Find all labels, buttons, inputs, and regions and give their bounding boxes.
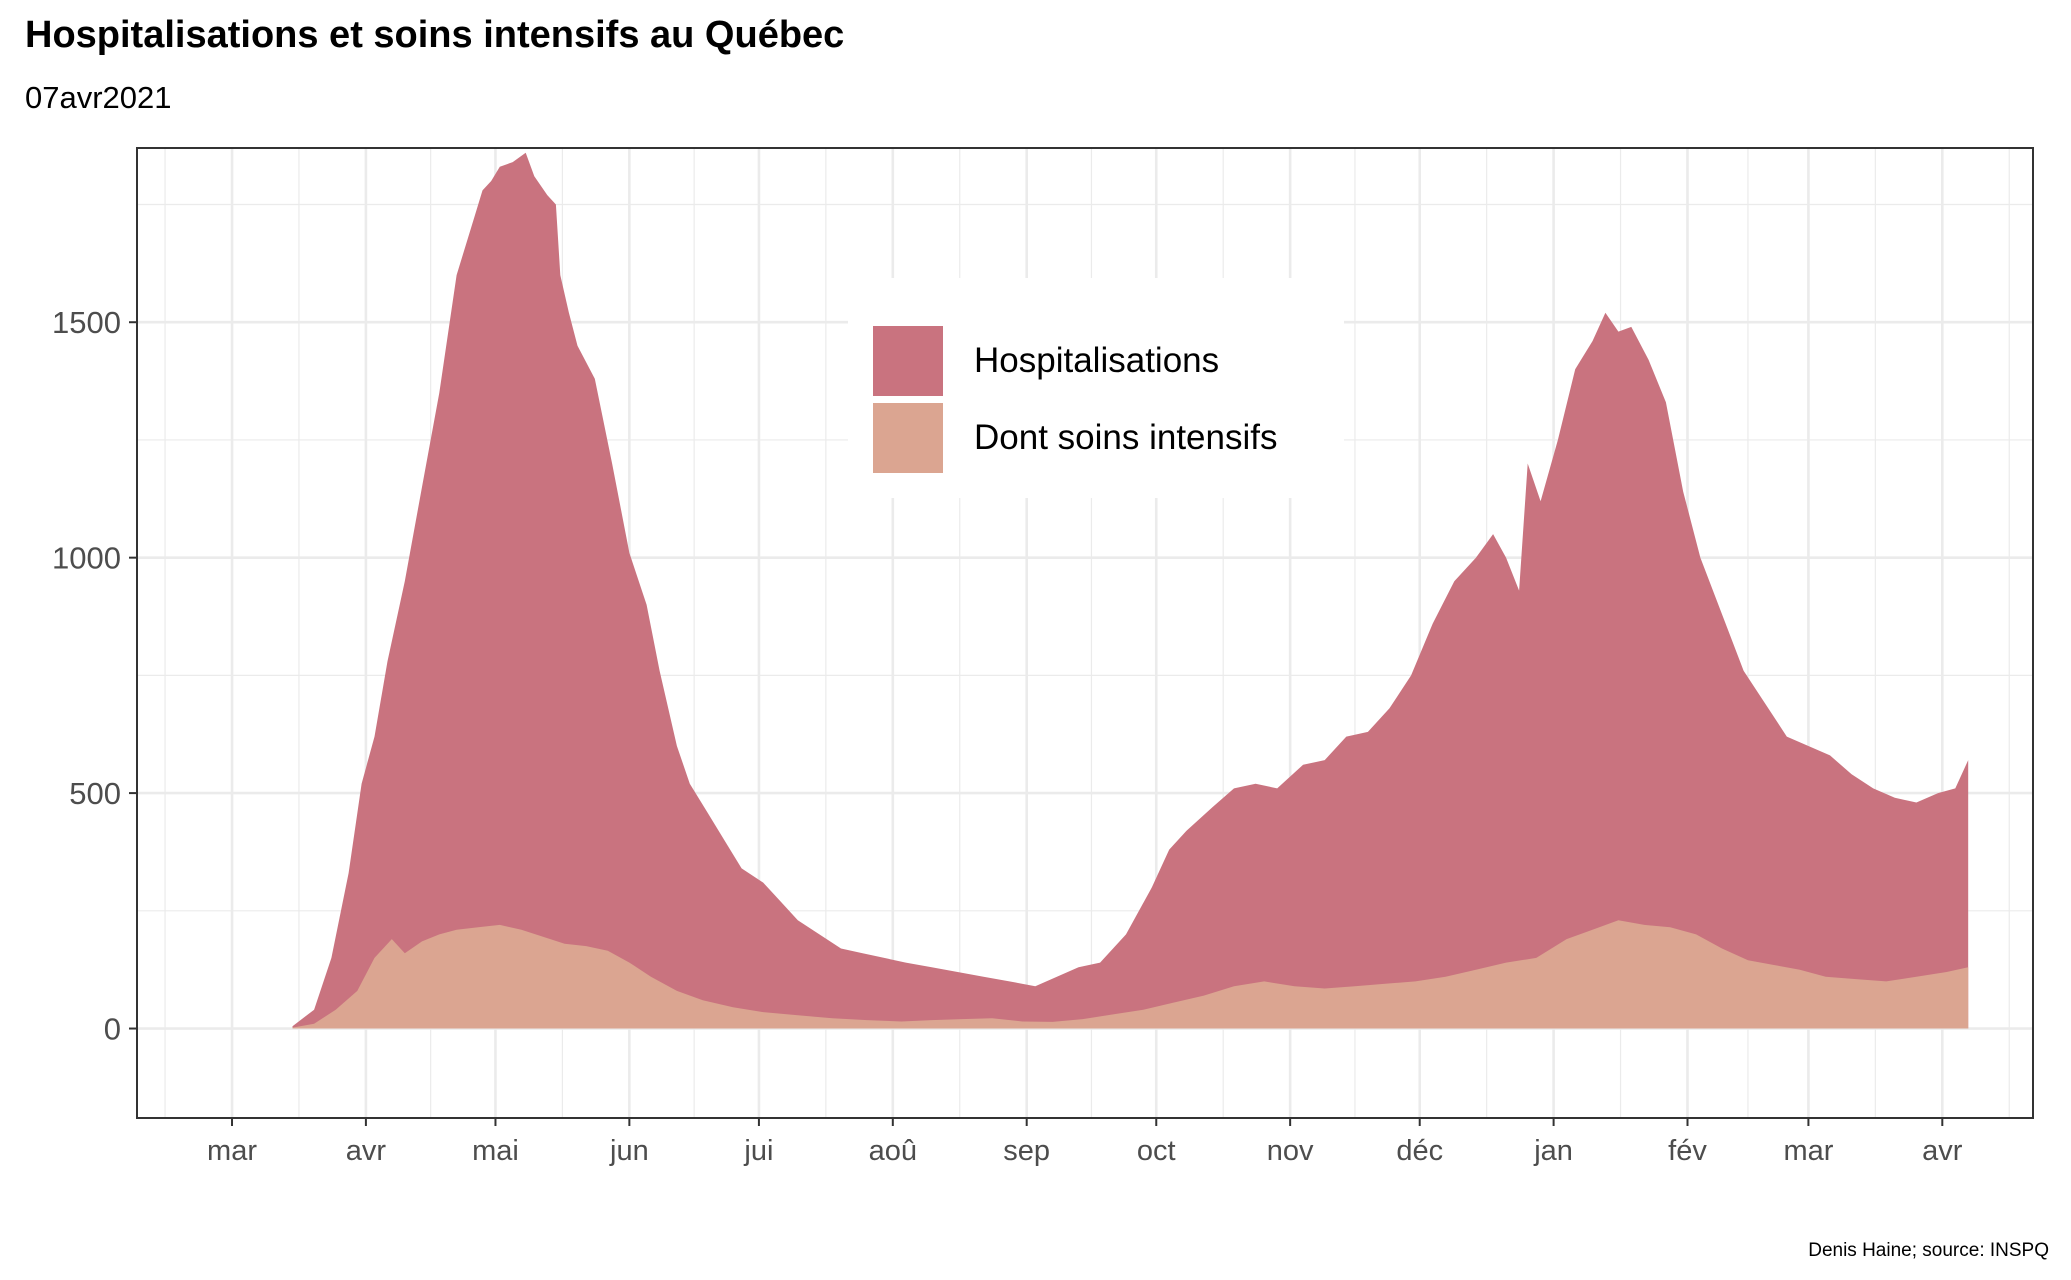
x-tick-label: aoû: [869, 1135, 917, 1167]
legend-label-soins-intensifs: Dont soins intensifs: [974, 418, 1277, 457]
x-tick-label: fév: [1668, 1135, 1707, 1167]
soins-intensifs-area: [292, 920, 1969, 1029]
y-tick-label: 1500: [52, 305, 121, 340]
x-tick-label: sep: [1003, 1135, 1050, 1167]
x-tick-label: jan: [1533, 1135, 1573, 1167]
x-tick-label: jun: [609, 1135, 649, 1167]
x-tick-label: avr: [346, 1135, 387, 1167]
x-tick-label: oct: [1137, 1135, 1176, 1167]
chart-title: Hospitalisations et soins intensifs au Q…: [25, 14, 845, 56]
x-tick-label: nov: [1267, 1135, 1314, 1167]
x-tick-label: mar: [1783, 1135, 1833, 1167]
hospitalisations-area: [292, 152, 1969, 1029]
legend-key-soins-intensifs: [873, 403, 943, 473]
panel-border: [136, 147, 2034, 1119]
x-tick-label: jui: [743, 1135, 773, 1167]
chart-subtitle: 07avr2021: [25, 80, 172, 115]
legend-label-hospitalisations: Hospitalisations: [974, 341, 1219, 380]
chart-caption: Denis Haine; source: INSPQ: [1808, 1240, 2049, 1261]
y-tick-label: 500: [69, 776, 121, 811]
x-tick-label: avr: [1922, 1135, 1963, 1167]
y-tick-label: 0: [104, 1012, 121, 1047]
x-tick-label: mai: [472, 1135, 519, 1167]
y-tick-label: 1000: [52, 541, 121, 576]
x-tick-label: mar: [207, 1135, 257, 1167]
legend-key-hospitalisations: [873, 326, 943, 396]
x-tick-label: déc: [1396, 1135, 1443, 1167]
